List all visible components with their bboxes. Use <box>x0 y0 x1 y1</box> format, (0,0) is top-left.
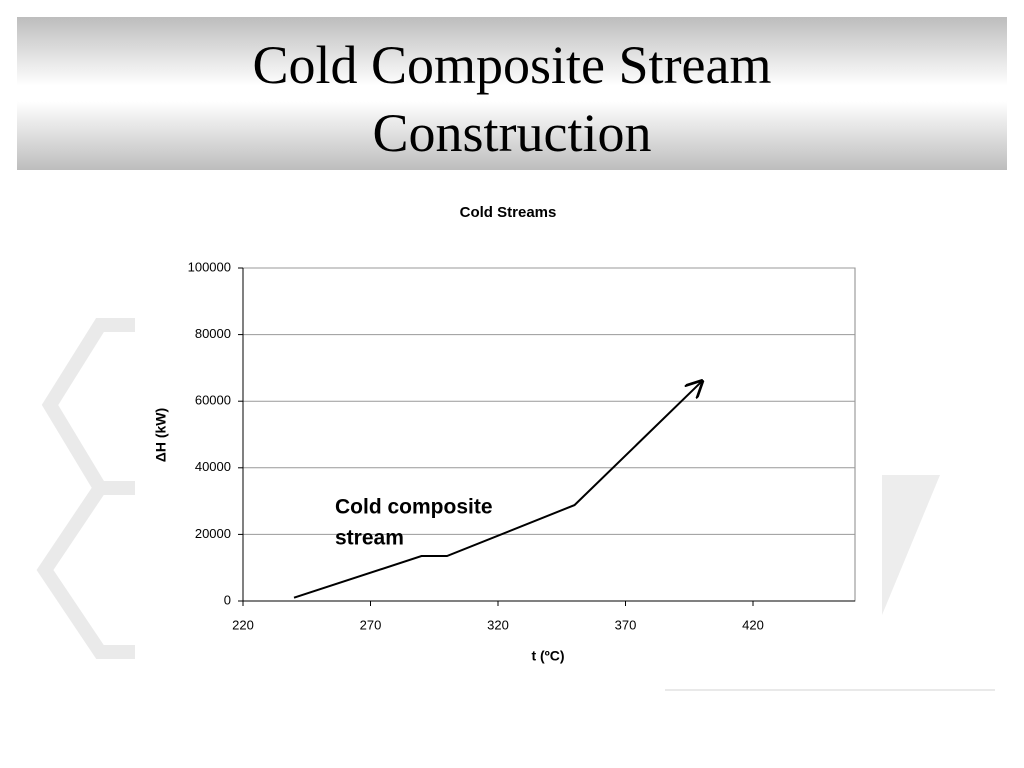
x-axis-label: t (ºC) <box>531 648 564 664</box>
y-axis-label: ΔH (kW) <box>153 408 169 462</box>
x-tick-label: 270 <box>360 617 382 632</box>
y-tick-label: 40000 <box>195 459 231 474</box>
x-tick-label: 220 <box>232 617 254 632</box>
x-tick-label: 420 <box>742 617 764 632</box>
background-decoration <box>36 318 995 691</box>
plot-area <box>242 267 856 602</box>
slide-title: Cold Composite Stream <box>252 35 772 95</box>
y-tick-label: 60000 <box>195 393 231 408</box>
title-banner: Cold Composite Stream Construction <box>17 17 1007 170</box>
data-line <box>293 381 702 599</box>
x-tick-label: 320 <box>487 617 509 632</box>
y-tick-label: 0 <box>224 592 231 607</box>
annotation: Cold composite <box>335 496 493 519</box>
y-tick-label: 80000 <box>195 326 231 341</box>
y-tick-label: 100000 <box>188 259 231 274</box>
annotation: stream <box>335 527 404 550</box>
y-tick-label: 20000 <box>195 526 231 541</box>
x-tick-label: 370 <box>615 617 637 632</box>
slide-title: Construction <box>372 103 652 163</box>
chart-title: Cold Streams <box>460 204 557 221</box>
